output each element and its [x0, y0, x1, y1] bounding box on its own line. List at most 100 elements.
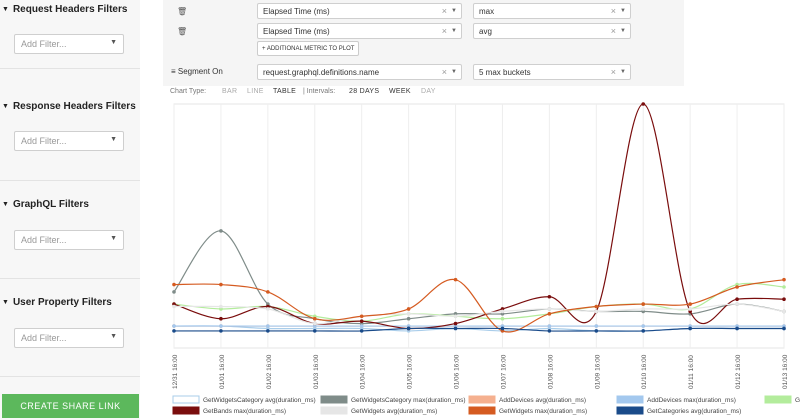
legend-label: GetWidgets max(duration_ms): [499, 408, 587, 415]
legend-label: GetBands max(duration_ms): [203, 408, 286, 415]
filters-sidebar: ▼ Request Headers Filters Add Filter... ▼…: [0, 0, 140, 420]
add-metric-button[interactable]: + ADDITIONAL METRIC TO PLOT: [257, 41, 360, 56]
chevron-down-icon: ▼: [451, 8, 457, 14]
graphql-filter-title[interactable]: ▼ GraphQL Filters: [2, 199, 89, 210]
data-point: [359, 319, 364, 323]
chart-type-bar[interactable]: BAR: [222, 88, 238, 95]
data-point: [594, 329, 599, 333]
clear-icon[interactable]: ×: [441, 67, 447, 77]
data-point: [500, 309, 505, 314]
data-point: [266, 329, 270, 333]
graphql-filter-select[interactable]: Add Filter... ▼: [14, 230, 124, 250]
intervals-label: | Intervals:: [303, 88, 336, 95]
x-tick-label: 01/05 16:00: [407, 354, 414, 389]
chevron-down-icon: ▼: [110, 235, 117, 242]
data-point: [172, 324, 176, 328]
data-point: [359, 314, 364, 319]
legend-swatch: [468, 395, 496, 404]
data-point: [406, 326, 411, 331]
chart-type-label: Chart Type:: [170, 88, 207, 95]
user-property-filter-section: ▼ User Property Filters Add Filter... ▼: [0, 278, 140, 377]
trash-icon[interactable]: 🗑: [177, 27, 188, 36]
legend-swatch: [172, 406, 200, 415]
data-point: [406, 312, 411, 316]
segment-field-select[interactable]: request.graphql.definitions.name × ▼: [257, 64, 462, 80]
chart-grid: [173, 103, 785, 349]
user-property-filter-select[interactable]: Add Filter... ▼: [14, 328, 124, 348]
metric-select-2[interactable]: Elapsed Time (ms) × ▼: [257, 23, 462, 39]
request-headers-filter-title[interactable]: ▼ Request Headers Filters: [2, 4, 128, 15]
data-point: [688, 326, 692, 331]
data-point: [266, 307, 270, 311]
metric-select-1[interactable]: Elapsed Time (ms) × ▼: [257, 3, 462, 19]
data-point: [782, 309, 786, 314]
data-point: [312, 316, 317, 321]
chart-legend: GetWidgetsCategory avg(duration_ms) GetWi…: [172, 395, 800, 415]
x-tick-label: 01/09 16:00: [594, 354, 601, 389]
request-headers-filter-select[interactable]: Add Filter... ▼: [14, 34, 124, 54]
legend-swatch: [468, 406, 496, 415]
data-point: [453, 326, 458, 331]
data-point: [641, 329, 646, 333]
data-point: [453, 277, 458, 282]
bucket-count-select[interactable]: 5 max buckets × ▼: [473, 64, 631, 80]
legend-label: AddDevices avg(duration_ms): [499, 397, 586, 404]
series-1: [172, 229, 786, 326]
clear-icon[interactable]: ×: [610, 67, 616, 77]
data-point: [266, 290, 270, 294]
interval-day[interactable]: DAY: [421, 88, 436, 95]
series-5: [172, 102, 786, 331]
data-point: [500, 316, 505, 321]
clear-icon[interactable]: ×: [610, 26, 616, 36]
data-point: [782, 285, 786, 289]
chevron-down-icon: ▼: [451, 28, 457, 34]
x-tick-label: 01/02 16:00: [266, 354, 273, 389]
data-point: [688, 307, 692, 311]
data-point: [782, 297, 786, 302]
collapse-triangle-icon: ▼: [2, 201, 9, 208]
x-tick-label: 01/01 16:00: [219, 354, 226, 389]
x-tick-label: 01/06 16:00: [454, 354, 461, 389]
series-3: [172, 324, 786, 328]
data-point: [266, 324, 270, 328]
legend-label: GetWidgetsCategory avg(duration_ms): [203, 397, 316, 404]
series-line: [173, 230, 785, 325]
data-point: [219, 324, 223, 328]
x-tick-label: 01/03 16:00: [313, 354, 320, 389]
data-point: [406, 316, 411, 321]
data-point: [547, 307, 552, 311]
interval-week[interactable]: WEEK: [389, 88, 411, 95]
response-headers-filter-select[interactable]: Add Filter... ▼: [14, 131, 124, 151]
clear-icon[interactable]: ×: [610, 6, 616, 16]
chevron-down-icon: ▼: [620, 8, 626, 14]
x-tick-label: 01/07 16:00: [500, 354, 507, 389]
create-share-link-button[interactable]: CREATE SHARE LINK: [2, 394, 139, 418]
data-point: [453, 314, 458, 319]
aggregation-select-2[interactable]: avg × ▼: [473, 23, 631, 39]
legend-label: AddDevices max(duration_ms): [647, 397, 736, 404]
list-icon: ≡: [171, 67, 178, 76]
series-line: [173, 279, 785, 333]
data-point: [735, 285, 739, 289]
aggregation-select-1[interactable]: max × ▼: [473, 3, 631, 19]
data-point: [219, 316, 223, 321]
data-point: [453, 321, 458, 326]
data-point: [312, 329, 317, 333]
trash-icon[interactable]: 🗑: [177, 7, 188, 16]
data-point: [782, 326, 786, 331]
data-point: [219, 282, 223, 287]
data-point: [219, 304, 223, 309]
data-point: [172, 329, 176, 333]
chart-type-table[interactable]: TABLE: [273, 88, 297, 95]
response-headers-filter-title[interactable]: ▼ Response Headers Filters: [2, 101, 136, 112]
data-point: [312, 321, 317, 326]
clear-icon[interactable]: ×: [441, 6, 447, 16]
chart-type-line[interactable]: LINE: [247, 88, 264, 95]
data-point: [594, 324, 599, 328]
x-axis-labels: 12/31 16:00 01/01 16:00 01/02 16:00 01/03 1…: [172, 354, 789, 389]
clear-icon[interactable]: ×: [441, 26, 447, 36]
interval-28-days[interactable]: 28 DAYS: [349, 88, 380, 95]
data-point: [172, 304, 176, 309]
user-property-filter-title[interactable]: ▼ User Property Filters: [2, 297, 112, 308]
